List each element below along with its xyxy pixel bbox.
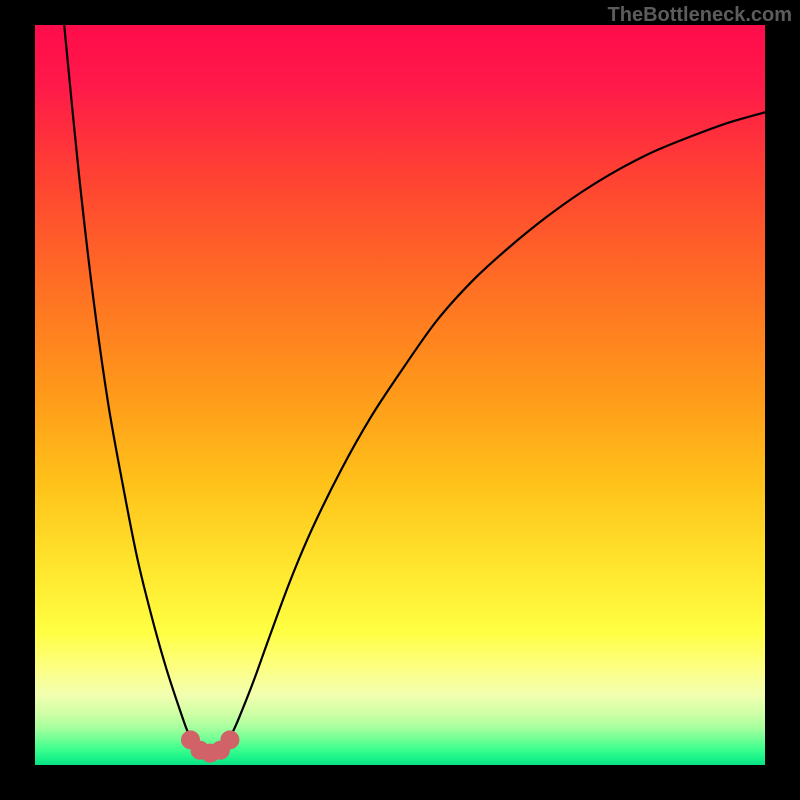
watermark-text: TheBottleneck.com [608, 4, 792, 27]
trough-marker [221, 731, 239, 749]
plot-area-background [35, 25, 765, 765]
